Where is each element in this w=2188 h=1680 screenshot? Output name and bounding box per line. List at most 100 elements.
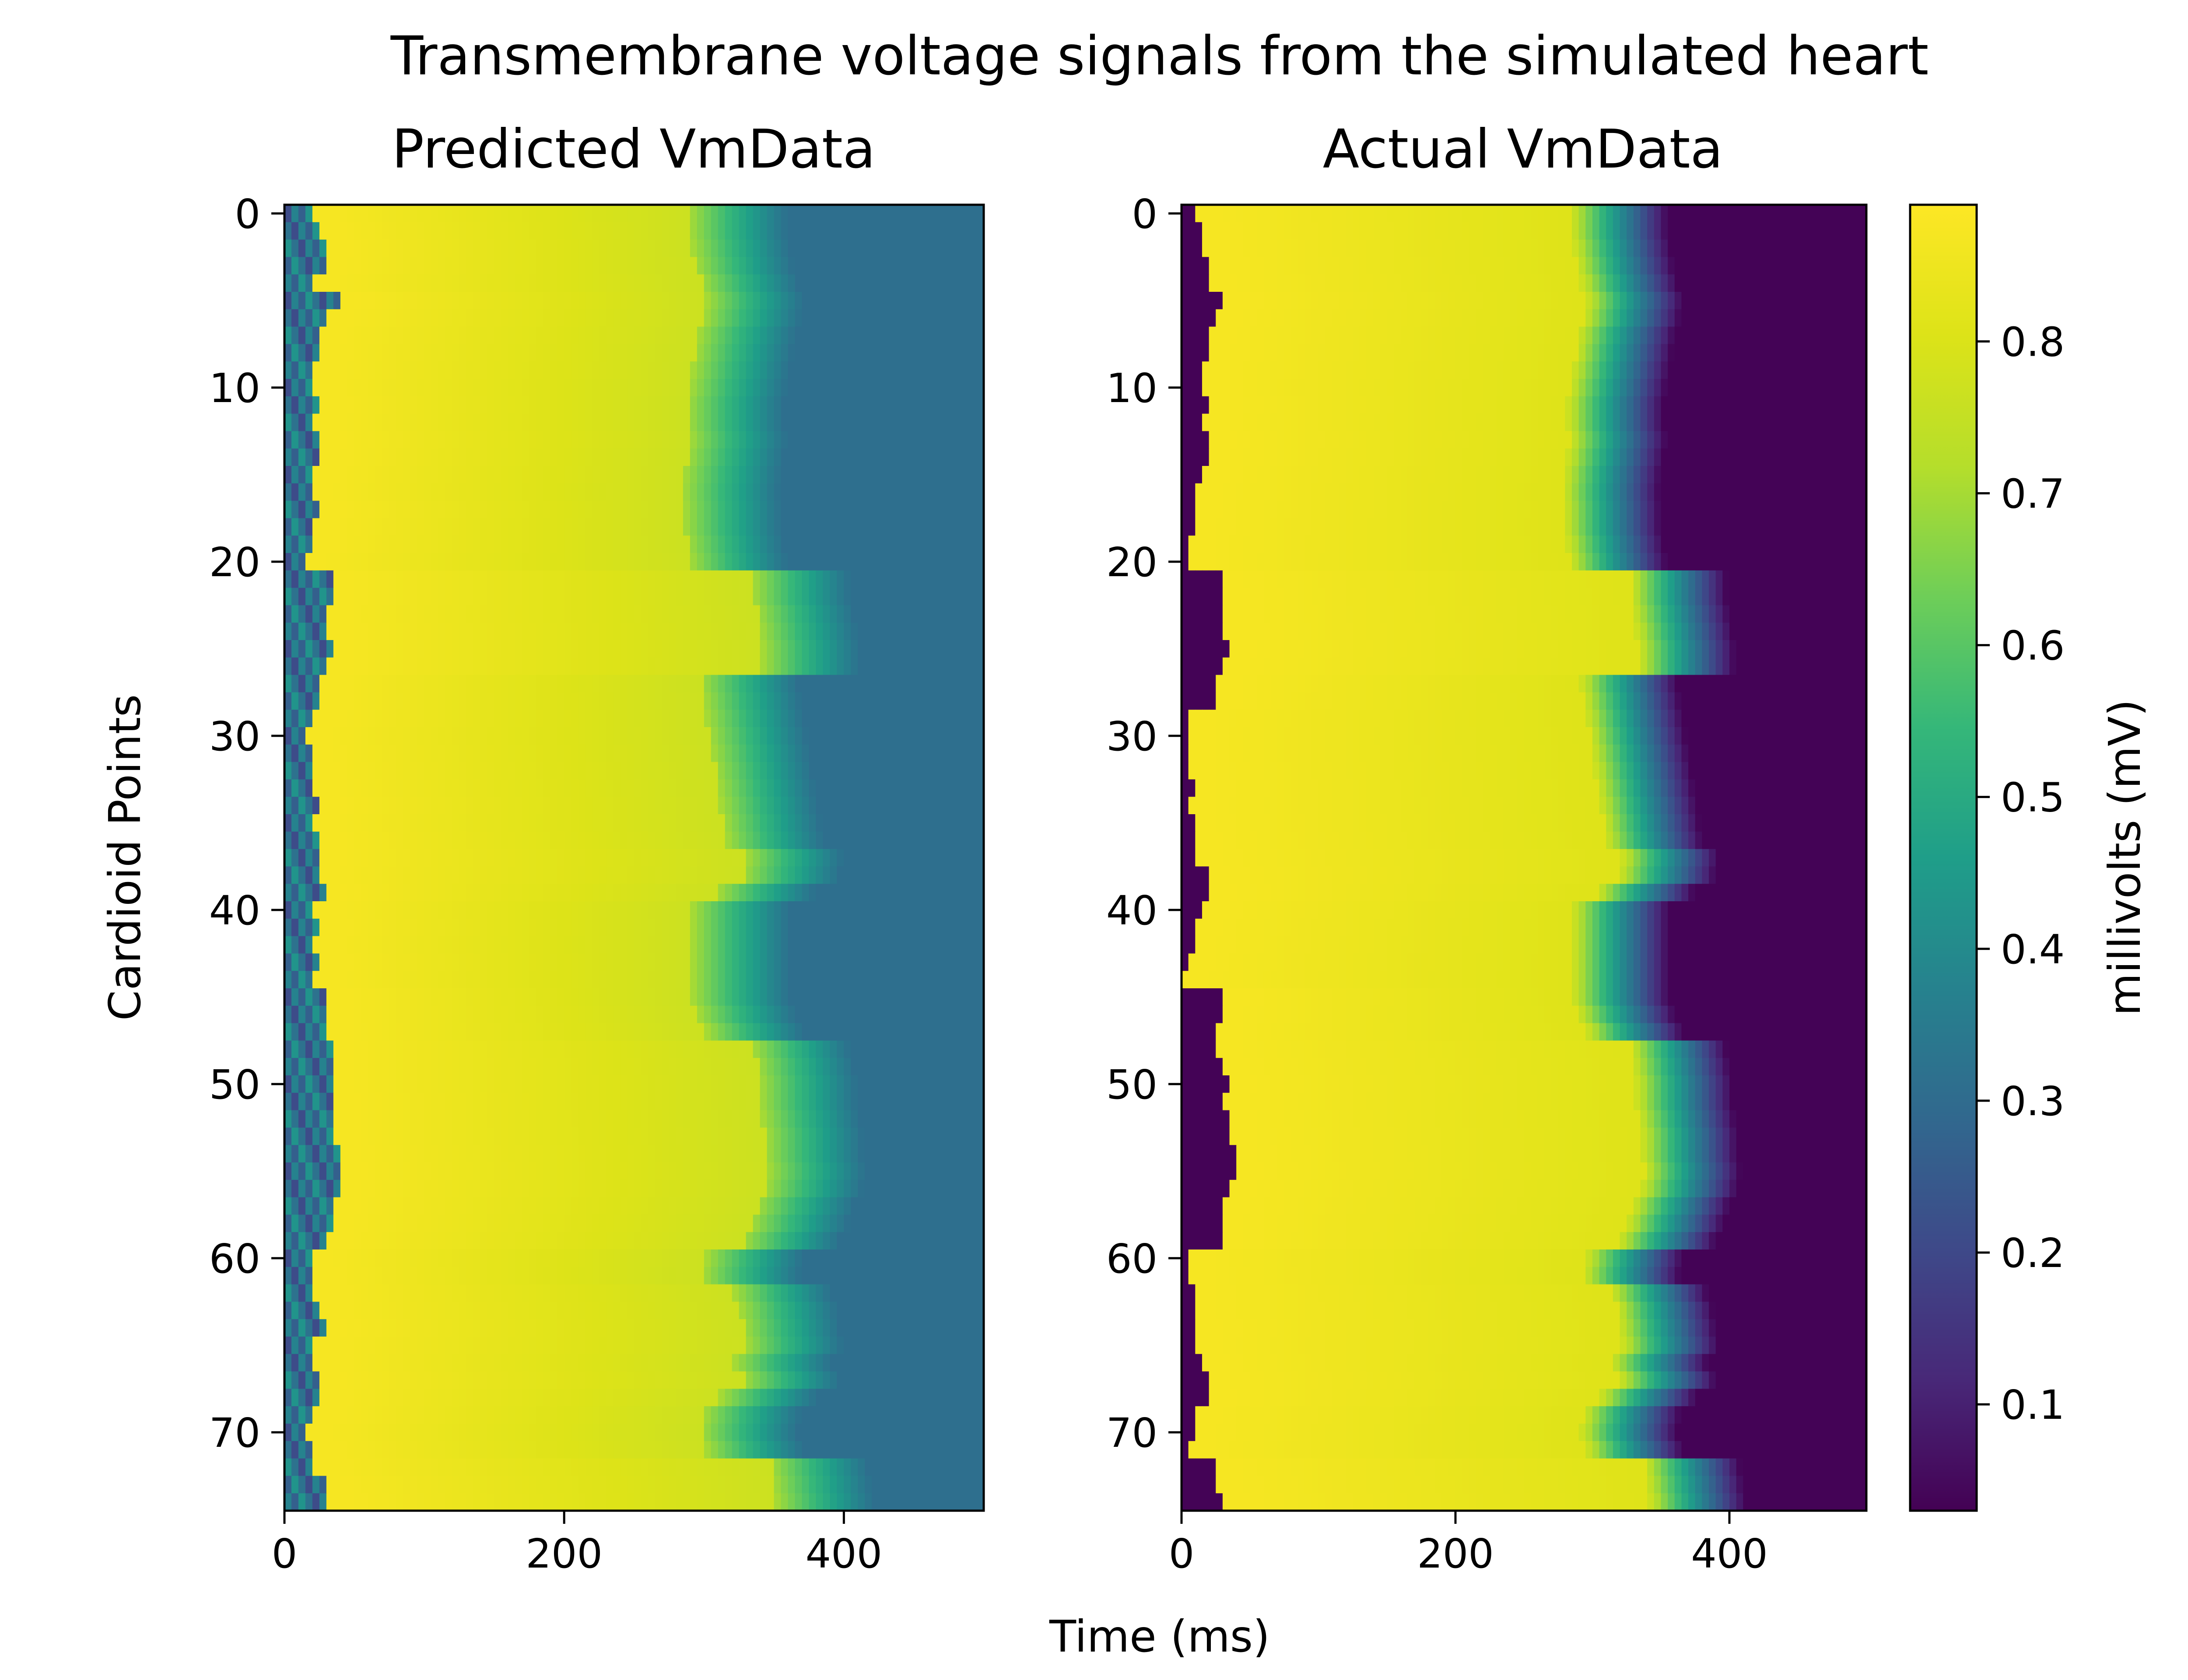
heatmap-cell: [438, 623, 446, 640]
heatmap-cell: [557, 901, 565, 919]
heatmap-cell: [543, 727, 551, 745]
heatmap-cell: [445, 744, 453, 763]
heatmap-cell: [739, 536, 747, 553]
heatmap-cell: [697, 518, 705, 536]
heatmap-cell: [851, 536, 859, 553]
heatmap-cell: [746, 257, 754, 275]
heatmap-cell: [319, 744, 327, 763]
heatmap-cell: [326, 762, 334, 780]
heatmap-cell: [361, 779, 369, 797]
heatmap-cell: [956, 466, 963, 484]
heatmap-cell: [627, 274, 635, 292]
heatmap-cell: [445, 623, 453, 640]
heatmap-cell: [410, 675, 418, 693]
heatmap-cell: [305, 570, 313, 588]
heatmap-cell: [809, 483, 817, 501]
heatmap-cell: [655, 623, 663, 640]
heatmap-cell: [333, 953, 341, 971]
heatmap-cell: [375, 466, 383, 484]
heatmap-cell: [508, 518, 516, 536]
heatmap-cell: [613, 814, 621, 832]
heatmap-cell: [641, 831, 649, 850]
heatmap-cell: [634, 1058, 642, 1076]
heatmap-cell: [844, 762, 852, 780]
heatmap-cell: [774, 884, 782, 902]
heatmap-cell: [599, 640, 607, 658]
heatmap-cell: [907, 292, 914, 310]
heatmap-cell: [767, 692, 775, 710]
heatmap-cell: [781, 379, 789, 397]
heatmap-cell: [781, 570, 789, 588]
heatmap-cell: [774, 536, 782, 553]
heatmap-cell: [634, 326, 642, 345]
heatmap-cell: [459, 518, 467, 536]
heatmap-cell: [914, 431, 921, 449]
heatmap-cell: [942, 866, 949, 884]
heatmap-cell: [585, 292, 593, 310]
heatmap-cell: [466, 814, 474, 832]
heatmap-cell: [935, 570, 942, 588]
heatmap-cell: [431, 657, 439, 676]
heatmap-cell: [725, 866, 733, 884]
heatmap-cell: [557, 710, 565, 728]
heatmap-cell: [977, 570, 984, 588]
heatmap-cell: [795, 936, 803, 954]
heatmap-cell: [648, 500, 656, 519]
heatmap-cell: [662, 361, 670, 379]
heatmap-cell: [501, 483, 509, 501]
heatmap-cell: [809, 744, 817, 763]
heatmap-cell: [788, 483, 796, 501]
heatmap-cell: [298, 988, 306, 1006]
heatmap-cell: [977, 500, 984, 519]
heatmap-cell: [949, 466, 956, 484]
heatmap-cell: [879, 1005, 887, 1024]
heatmap-cell: [858, 466, 866, 484]
heatmap-cell: [389, 727, 397, 745]
heatmap-cell: [893, 431, 901, 449]
heatmap-cell: [760, 553, 768, 571]
heatmap-cell: [459, 1005, 467, 1024]
heatmap-cell: [970, 988, 977, 1006]
heatmap-cell: [802, 205, 810, 223]
heatmap-cell: [781, 1058, 789, 1076]
heatmap-cell: [466, 361, 474, 379]
heatmap-cell: [354, 849, 362, 867]
heatmap-cell: [564, 222, 572, 240]
heatmap-cell: [417, 675, 425, 693]
heatmap-cell: [480, 1005, 488, 1024]
heatmap-cell: [886, 431, 894, 449]
heatmap-cell: [431, 1023, 439, 1041]
heatmap-cell: [830, 500, 838, 519]
heatmap-cell: [508, 239, 516, 258]
heatmap-cell: [865, 918, 873, 937]
heatmap-cell: [732, 675, 740, 693]
heatmap-cell: [767, 309, 775, 327]
heatmap-cell: [410, 849, 418, 867]
heatmap-cell: [473, 518, 481, 536]
heatmap-cell: [382, 710, 390, 728]
heatmap-cell: [760, 500, 768, 519]
heatmap-cell: [886, 866, 894, 884]
heatmap-cell: [900, 849, 908, 867]
heatmap-cell: [550, 239, 558, 258]
heatmap-cell: [543, 570, 551, 588]
heatmap-cell: [417, 605, 425, 623]
heatmap-cell: [669, 588, 677, 606]
heatmap-cell: [774, 205, 782, 223]
heatmap-cell: [914, 744, 921, 763]
heatmap-cell: [466, 536, 474, 553]
heatmap-cell: [312, 675, 320, 693]
heatmap-cell: [774, 779, 782, 797]
heatmap-cell: [592, 483, 600, 501]
heatmap-cell: [956, 500, 963, 519]
heatmap-cell: [417, 1040, 425, 1058]
heatmap-cell: [284, 849, 292, 867]
heatmap-cell: [977, 918, 984, 937]
heatmap-cell: [641, 1023, 649, 1041]
heatmap-cell: [452, 588, 460, 606]
heatmap-cell: [480, 797, 488, 815]
heatmap-cell: [676, 326, 684, 345]
heatmap-cell: [725, 849, 733, 867]
heatmap-cell: [487, 692, 495, 710]
